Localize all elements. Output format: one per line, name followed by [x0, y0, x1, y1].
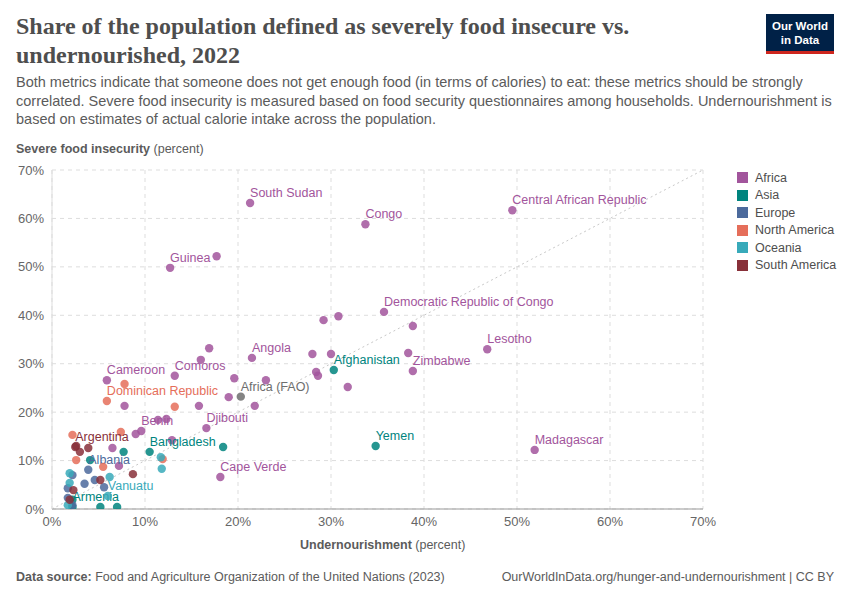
svg-text:Argentina: Argentina — [75, 430, 129, 444]
svg-text:40%: 40% — [411, 514, 437, 529]
svg-text:Armenia: Armenia — [72, 490, 119, 505]
svg-text:Comoros: Comoros — [174, 358, 226, 373]
svg-text:Madagascar: Madagascar — [535, 433, 604, 447]
html-text:OurWorldInData.org/hunger-and-: OurWorldInData.org/hunger-and-undernouri… — [501, 570, 834, 584]
svg-text:0%: 0% — [25, 502, 44, 517]
svg-text:70%: 70% — [18, 163, 44, 178]
svg-text:Djibouti: Djibouti — [206, 411, 248, 425]
svg-text:20%: 20% — [225, 514, 251, 529]
svg-text:40%: 40% — [18, 308, 44, 323]
svg-text:Africa (FAO): Africa (FAO) — [241, 380, 310, 394]
svg-text:Zimbabwe: Zimbabwe — [413, 354, 471, 368]
svg-text:20%: 20% — [18, 405, 44, 420]
html-text:North America: North America — [755, 223, 835, 238]
svg-text:10%: 10% — [18, 453, 44, 468]
html-text:South America: South America — [755, 258, 837, 273]
html-text:Africa: Africa — [755, 170, 787, 185]
html-text:Data source: Food and Agricult: Data source: Food and Agriculture Organi… — [16, 570, 445, 584]
svg-text:Central African Republic: Central African Republic — [512, 193, 646, 207]
svg-text:Afghanistan: Afghanistan — [334, 353, 400, 367]
html-text:Europe: Europe — [755, 205, 796, 220]
svg-text:Vanuatu: Vanuatu — [108, 479, 154, 493]
svg-text:Dominican Republic: Dominican Republic — [106, 384, 218, 398]
svg-text:60%: 60% — [597, 514, 623, 529]
svg-text:Angola: Angola — [252, 341, 291, 355]
svg-text:60%: 60% — [18, 211, 44, 226]
html-text:Undernourishment (percent): Undernourishment (percent) — [300, 538, 466, 552]
svg-text:Cape Verde: Cape Verde — [220, 460, 286, 474]
svg-text:30%: 30% — [318, 514, 344, 529]
svg-text:Yemen: Yemen — [376, 429, 415, 443]
svg-text:Benin: Benin — [141, 414, 173, 428]
svg-text:Congo: Congo — [365, 207, 402, 221]
svg-text:70%: 70% — [690, 514, 716, 529]
svg-text:Albania: Albania — [88, 453, 130, 467]
html-text:Severe food insecurity (percen: Severe food insecurity (percent) — [16, 142, 204, 156]
svg-text:Lesotho: Lesotho — [487, 332, 532, 346]
svg-text:Cameroon: Cameroon — [107, 363, 165, 377]
html-text:Asia: Asia — [755, 188, 780, 203]
svg-text:Bangladesh: Bangladesh — [150, 435, 216, 449]
svg-text:30%: 30% — [18, 356, 44, 371]
svg-text:0%: 0% — [43, 514, 62, 529]
svg-text:10%: 10% — [132, 514, 158, 529]
html-text:Both metrics indicate that som: Both metrics indicate that someone does … — [16, 74, 832, 127]
html-text:Oceania: Oceania — [755, 240, 802, 255]
svg-text:South Sudan: South Sudan — [250, 186, 322, 200]
svg-text:Guinea: Guinea — [170, 251, 210, 265]
html-text:Share of the population define: Share of the population defined as sever… — [16, 13, 630, 68]
svg-text:50%: 50% — [504, 514, 530, 529]
html-text:Our World in Data: Our World in Data — [772, 20, 828, 46]
svg-text:Democratic Republic of Congo: Democratic Republic of Congo — [384, 295, 554, 309]
svg-text:50%: 50% — [18, 259, 44, 274]
